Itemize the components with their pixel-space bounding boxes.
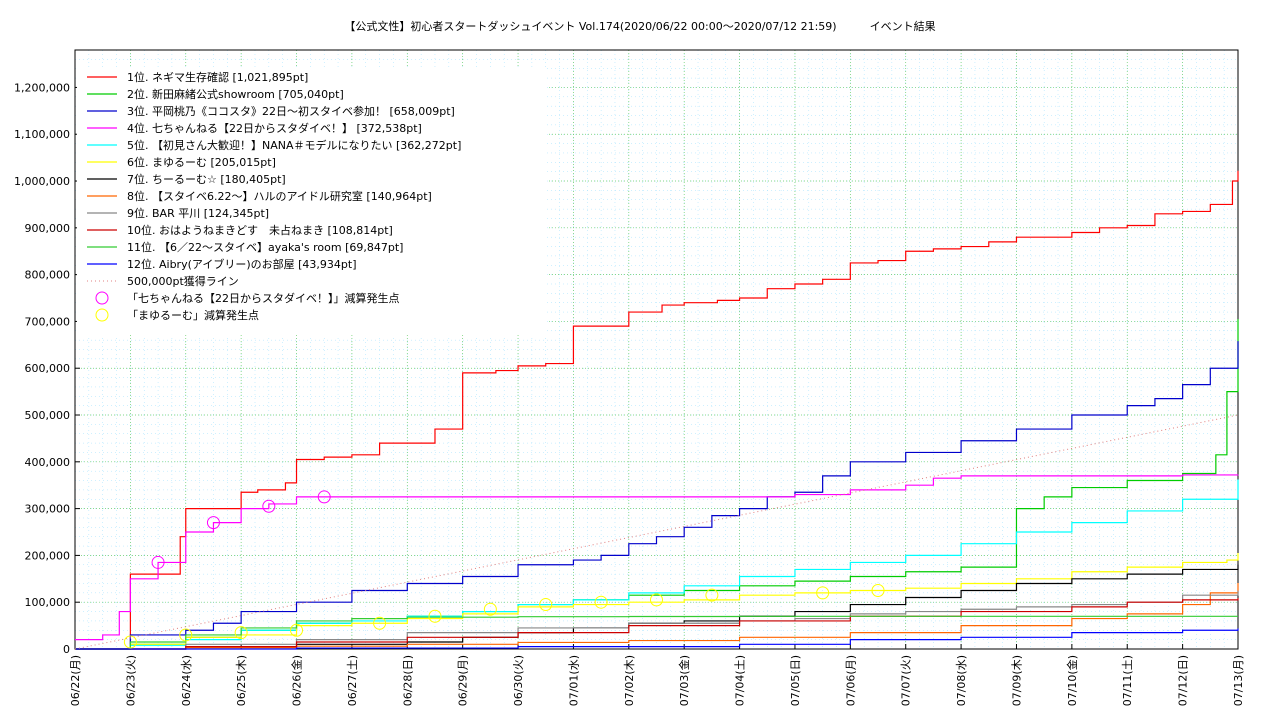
x-tick-label: 07/04(土) [734,655,747,706]
x-tick-label: 06/30(火) [512,655,525,706]
legend-label: 4位. 七ちゃんねる【22日からスタダイベ！】 [372,538pt] [127,121,422,135]
y-tick-label: 100,000 [25,596,71,609]
legend-marker [95,308,109,322]
x-tick-label: 07/10(金) [1065,655,1079,706]
x-tick-label: 07/05(日) [789,655,802,706]
x-tick-label: 07/02(木) [623,655,636,706]
y-tick-label: 600,000 [25,362,71,375]
legend-label: 3位. 平岡桃乃《ココスタ》22日〜初スタイベ参加！ [658,009pt] [127,104,455,118]
x-tick-label: 07/09(木) [1010,655,1023,706]
event-marker [234,626,248,640]
x-tick-label: 06/27(土) [346,655,359,706]
x-tick-label: 06/24(水) [180,655,193,706]
event-marker [705,588,719,602]
y-tick-label: 200,000 [25,549,71,562]
legend-label: 8位. 【スタイベ6.22〜】ハルのアイドル研究室 [140,964pt] [127,189,432,203]
legend-label: 7位. ちーるーむ☆ [180,405pt] [127,172,286,186]
legend-label: 500,000pt獲得ライン [127,275,239,288]
legend-label: 10位. おはようねまきどす 未占ねまき [108,814pt] [127,223,393,237]
y-tick-label: 1,200,000 [14,81,70,94]
y-tick-label: 900,000 [25,222,71,235]
legend-label: 「七ちゃんねる【22日からスタダイベ！】」減算発生点 [127,291,400,305]
y-tick-label: 500,000 [25,409,71,422]
event-marker [179,628,193,642]
event-marker [151,555,165,569]
event-marker [317,490,331,504]
series-line [75,341,1239,650]
y-tick-label: 1,100,000 [14,128,70,141]
y-tick-label: 0 [63,643,70,656]
x-tick-label: 06/25(木) [235,655,248,706]
series-line [75,474,1239,641]
event-marker [816,586,830,600]
event-marker [262,499,276,513]
x-tick-label: 07/13(月) [1232,655,1245,706]
x-tick-label: 06/22(月) [69,655,82,706]
legend-label: 2位. 新田麻緒公式showroom [705,040pt] [127,87,344,101]
x-tick-label: 07/08(水) [955,655,968,706]
legend-box [77,67,547,335]
x-tick-label: 06/28(日) [401,655,414,706]
legend-label: 12位. Aibry(アイブリー)のお部屋 [43,934pt] [127,257,356,271]
event-marker [428,609,442,623]
event-marker [290,623,304,637]
legend-label: 9位. BAR 平川 [124,345pt] [127,206,269,220]
x-tick-label: 07/12(日) [1177,655,1190,706]
series-line [75,583,1239,650]
series-line [75,170,1239,650]
series-line [75,598,1239,650]
event-marker [539,598,553,612]
event-marker [373,616,387,630]
y-tick-label: 800,000 [25,269,71,282]
legend-label: 11位. 【6／22〜スタイベ】ayaka's room [69,847pt] [127,240,403,254]
legend-label: 6位. まゆるーむ [205,015pt] [127,155,276,169]
event-marker [206,516,220,530]
series-line [75,553,1239,650]
y-tick-label: 700,000 [25,315,71,328]
x-tick-label: 06/26(金) [290,655,304,706]
legend-label: 1位. ネギマ生存確認 [1,021,895pt] [127,70,308,84]
y-tick-label: 300,000 [25,503,71,516]
legend-label: 「まゆるーむ」減算発生点 [127,308,259,322]
event-marker [650,593,663,607]
x-tick-label: 07/03(金) [677,655,691,706]
x-tick-label: 06/23(火) [124,655,137,706]
event-marker [594,595,608,609]
event-marker [123,635,137,649]
chart-title: 【公式文性】初心者スタートダッシュイベント Vol.174(2020/06/22… [344,20,936,33]
x-tick-label: 07/11(土) [1121,655,1134,706]
series-line [75,615,1238,650]
legend-marker [95,291,109,305]
x-tick-label: 06/29(月) [457,655,470,706]
series-line [75,628,1239,650]
x-tick-label: 07/07(火) [900,655,913,706]
event-marker [483,602,497,616]
legend-label: 5位. 【初見さん大歓迎！】NANA＃モデルになりたい [362,272pt] [127,138,461,152]
series-line [74,414,1239,650]
x-tick-label: 07/01(水) [567,655,580,706]
event-marker [871,584,885,598]
y-tick-label: 400,000 [25,456,71,469]
y-tick-label: 1,000,000 [14,175,70,188]
x-tick-label: 07/06(月) [844,655,857,706]
